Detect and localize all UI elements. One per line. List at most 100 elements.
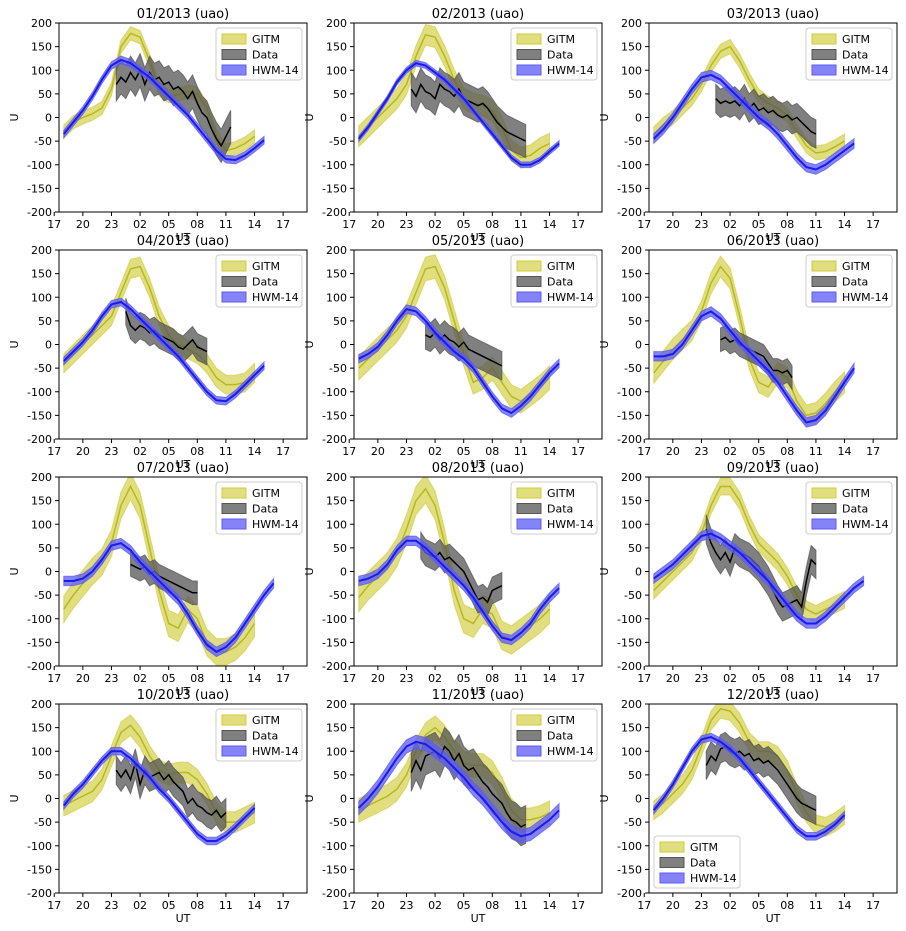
y-tick-label: 200 (621, 244, 642, 257)
x-tick-label: 05 (457, 218, 471, 231)
x-tick-label: 02 (723, 672, 737, 685)
x-tick-label: 05 (162, 672, 176, 685)
y-tick-label: -100 (322, 613, 347, 626)
data-line (115, 68, 232, 148)
x-tick-label: 14 (248, 218, 262, 231)
data-band (410, 66, 527, 159)
y-tick-label: -150 (322, 182, 347, 195)
x-tick-label: 20 (666, 445, 680, 458)
legend-swatch-gitm (516, 487, 542, 499)
y-axis-label: U (303, 794, 316, 802)
y-tick-label: 150 (621, 268, 642, 281)
hwm-band (653, 306, 855, 428)
y-tick-label: -100 (27, 613, 52, 626)
subplot-title: 02/2013 (uao) (432, 7, 524, 22)
hwm-band (358, 304, 560, 418)
legend-swatch-data (516, 276, 542, 287)
y-tick-label: -50 (624, 589, 642, 602)
legend-label-data: Data (547, 503, 573, 516)
legend-label-gitm: GITM (690, 841, 718, 854)
y-tick-label: -150 (27, 863, 52, 876)
x-tick-label: 17 (637, 445, 651, 458)
y-tick-label: 150 (326, 268, 347, 281)
legend-label-hwm: HWM-14 (842, 291, 889, 304)
y-axis-label: U (8, 113, 21, 121)
y-tick-label: 50 (628, 88, 642, 101)
legend-label-data: Data (252, 276, 278, 289)
legend-swatch-hwm (221, 518, 247, 530)
hwm-line (63, 542, 275, 653)
plot-area (358, 477, 560, 655)
legend-label-hwm: HWM-14 (252, 64, 299, 77)
x-tick-label: 08 (190, 445, 204, 458)
y-tick-label: 0 (340, 339, 347, 352)
y-axis-label: U (598, 340, 611, 348)
x-axis-label: UT (176, 912, 191, 925)
legend: GITM Data HWM-14 (510, 254, 598, 308)
y-tick-label: -50 (34, 135, 52, 148)
legend-swatch-hwm (516, 745, 542, 757)
hwm-line (652, 736, 846, 838)
legend-swatch-hwm (221, 64, 247, 76)
x-tick-label: 11 (514, 218, 528, 231)
x-tick-label: 08 (190, 218, 204, 231)
legend-swatch-hwm (659, 872, 685, 884)
y-tick-label: 100 (326, 745, 347, 758)
legend-label-data: Data (842, 503, 868, 516)
y-tick-label: 50 (333, 769, 347, 782)
x-tick-label: 14 (838, 672, 852, 685)
x-tick-label: 20 (76, 218, 90, 231)
x-tick-label: 23 (399, 672, 413, 685)
y-tick-label: 50 (333, 542, 347, 555)
y-tick-label: 150 (621, 722, 642, 735)
legend-swatch-data (516, 503, 542, 514)
legend-label-gitm: GITM (547, 33, 575, 46)
legend-swatch-data (811, 503, 837, 514)
x-axis-label: UT (766, 458, 781, 471)
y-tick-label: 0 (635, 566, 642, 579)
y-tick-label: -50 (624, 135, 642, 148)
legend-swatch-data (221, 276, 247, 287)
legend-label-data: Data (252, 730, 278, 743)
subplot-2: 02/2013 (uao)-200-150-100-50050100150200… (303, 7, 603, 244)
y-tick-label: 50 (333, 88, 347, 101)
legend-swatch-gitm (811, 260, 837, 272)
y-tick-label: 100 (326, 518, 347, 531)
data-band (125, 298, 208, 366)
legend-swatch-data (221, 49, 247, 60)
legend-swatch-hwm (221, 745, 247, 757)
x-tick-label: 17 (276, 672, 290, 685)
legend-swatch-hwm (516, 518, 542, 530)
x-tick-label: 20 (666, 672, 680, 685)
legend-swatch-data (221, 730, 247, 741)
x-tick-label: 02 (133, 672, 147, 685)
legend-swatch-gitm (516, 33, 542, 45)
hwm-line (358, 307, 560, 415)
legend-label-hwm: HWM-14 (547, 64, 594, 77)
x-tick-label: 17 (571, 899, 585, 912)
data-line (715, 97, 817, 135)
legend: GITM Data HWM-14 (805, 254, 893, 308)
legend-label-hwm: HWM-14 (547, 745, 594, 758)
x-tick-label: 14 (838, 899, 852, 912)
subplot-title: 06/2013 (uao) (727, 234, 819, 249)
hwm-band (63, 746, 256, 846)
y-tick-label: -200 (322, 433, 347, 446)
x-tick-label: 17 (276, 899, 290, 912)
y-tick-label: -50 (34, 362, 52, 375)
x-axis-label: UT (766, 231, 781, 244)
legend-label-data: Data (690, 857, 716, 870)
x-tick-label: 20 (76, 672, 90, 685)
x-tick-label: 05 (162, 899, 176, 912)
hwm-line (653, 532, 865, 625)
legend-label-data: Data (842, 276, 868, 289)
x-tick-label: 20 (371, 445, 385, 458)
x-tick-label: 17 (571, 218, 585, 231)
legend-swatch-gitm (221, 487, 247, 499)
subplot-title: 09/2013 (uao) (727, 461, 819, 476)
x-tick-label: 17 (342, 218, 356, 231)
y-tick-label: -150 (617, 409, 642, 422)
y-tick-label: -100 (27, 159, 52, 172)
y-axis-label: U (8, 794, 21, 802)
subplot-4: 04/2013 (uao)-200-150-100-50050100150200… (8, 234, 308, 471)
